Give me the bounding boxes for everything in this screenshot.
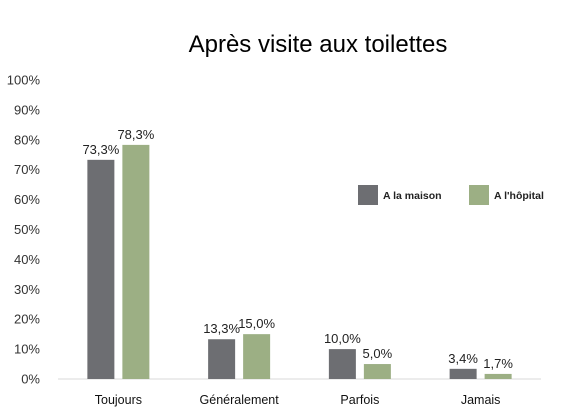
- legend: A la maison A l'hôpital: [358, 185, 544, 205]
- legend-swatch: [469, 185, 489, 205]
- data-label: 13,3%: [203, 321, 240, 336]
- bar-home: [328, 349, 356, 379]
- data-label: 10,0%: [324, 331, 361, 346]
- x-tick-label: Toujours: [95, 393, 142, 407]
- data-label: 15,0%: [238, 316, 275, 331]
- data-label: 78,3%: [117, 127, 154, 142]
- bar-home: [208, 339, 236, 379]
- legend-label: A la maison: [383, 190, 442, 202]
- y-tick-label: 50%: [14, 222, 40, 237]
- bar-hospital: [122, 144, 150, 379]
- y-tick-label: 30%: [14, 282, 40, 297]
- y-tick-label: 80%: [14, 132, 40, 147]
- x-tick-label: Généralement: [200, 393, 280, 407]
- y-tick-label: 40%: [14, 252, 40, 267]
- data-label: 73,3%: [82, 142, 119, 157]
- y-tick-label: 0%: [21, 372, 40, 387]
- data-label: 3,4%: [448, 351, 478, 366]
- x-tick-label: Jamais: [461, 393, 501, 407]
- bar-hospital: [363, 364, 391, 379]
- data-label: 5,0%: [363, 346, 393, 361]
- y-tick-label: 10%: [14, 342, 40, 357]
- bar-hospital: [243, 334, 271, 379]
- y-tick-label: 90%: [14, 102, 40, 117]
- bar-home: [449, 368, 477, 379]
- bars: 73,3%78,3% 13,3%15,0% 10,0%5,0% 3,4% 1,7%: [82, 127, 513, 379]
- data-label: 1,7%: [483, 356, 513, 371]
- bar-hospital: [484, 373, 512, 379]
- bar-home: [87, 159, 115, 379]
- legend-label: A l'hôpital: [494, 190, 544, 202]
- y-tick-label: 20%: [14, 312, 40, 327]
- legend-swatch: [358, 185, 378, 205]
- chart-title: Après visite aux toilettes: [189, 31, 448, 58]
- x-tick-label: Parfois: [340, 393, 379, 407]
- y-tick-label: 70%: [14, 162, 40, 177]
- x-axis: Toujours Généralement Parfois Jamais: [95, 393, 501, 407]
- y-axis: 0% 10% 20% 30% 40% 50% 60% 70% 80% 90% 100%: [7, 73, 41, 387]
- y-tick-label: 60%: [14, 192, 40, 207]
- y-tick-label: 100%: [7, 73, 41, 88]
